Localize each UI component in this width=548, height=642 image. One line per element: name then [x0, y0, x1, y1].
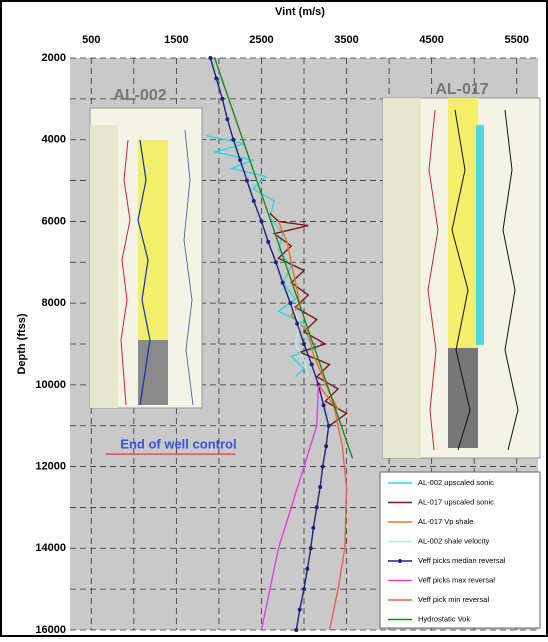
series-marker [251, 199, 256, 203]
series-group [205, 56, 354, 632]
series-marker [305, 566, 310, 571]
series-marker [280, 280, 285, 285]
y-tick-label: 12000 [35, 460, 66, 472]
series-marker [324, 444, 329, 449]
legend-label: Veff picks max reversal [418, 575, 495, 584]
series-marker [318, 485, 323, 489]
series-marker [231, 137, 236, 142]
legend-label: AL-017 Vp shale [418, 517, 473, 526]
series-marker [214, 76, 219, 81]
series-marker [244, 178, 249, 183]
series-marker [297, 607, 302, 612]
inset-al002 [89, 107, 203, 409]
inset-label: AL-017 [435, 81, 488, 98]
y-tick-label: 14000 [35, 542, 66, 554]
inset-al017 [382, 97, 541, 459]
legend-label: AL-002 shale velocity [418, 536, 490, 545]
y-tick-label: 10000 [35, 379, 66, 391]
series-marker [302, 342, 306, 346]
legend-label: Veff pick min reversal [418, 595, 489, 604]
annotation: End of well control [120, 437, 236, 452]
y-axis-title: Depth (ftss) [16, 313, 28, 374]
legend-marker [398, 559, 402, 563]
legend: AL-002 upscaled sonic AL-017 upscaled son… [379, 471, 541, 629]
y-tick-label: 8000 [42, 297, 66, 309]
legend-label: AL-017 upscaled sonic [418, 497, 494, 506]
legend-label: Veff picks median reversal [418, 556, 506, 565]
series-marker [220, 96, 225, 101]
series-marker [259, 219, 264, 224]
series-marker [311, 525, 316, 530]
series-line [290, 302, 309, 377]
series-marker [266, 239, 271, 244]
series-marker [273, 260, 278, 265]
series-marker [308, 546, 313, 551]
series-line [213, 57, 354, 459]
series-marker [208, 56, 213, 60]
x-tick-label: 4500 [419, 34, 443, 46]
y-tick-label: 6000 [42, 215, 66, 227]
series-marker [321, 403, 326, 408]
x-tick-label: 2500 [249, 34, 273, 46]
y-tick-label: 2000 [42, 52, 66, 64]
series-marker [302, 587, 306, 592]
x-tick-label: 500 [82, 34, 100, 46]
legend-label: AL-002 upscaled sonic [418, 478, 494, 487]
series-marker [314, 505, 319, 510]
y-tick-label: 16000 [35, 624, 66, 636]
series-marker [225, 117, 230, 122]
series-marker [288, 301, 293, 306]
series-marker [238, 158, 243, 163]
series-line [269, 212, 348, 427]
x-tick-label: 1500 [164, 34, 188, 46]
series-marker [295, 321, 300, 326]
y-tick-label: 4000 [42, 134, 66, 146]
legend-label: Hydrostatic Vok [418, 614, 470, 623]
series-marker [294, 628, 299, 632]
series-marker [309, 362, 314, 367]
series-line [277, 221, 339, 410]
series-line [260, 384, 320, 631]
inset-label: AL-002 [113, 87, 166, 104]
series-marker [320, 464, 325, 469]
series-marker [326, 423, 331, 428]
x-tick-label: 5500 [504, 34, 528, 46]
x-tick-label: 3500 [334, 34, 358, 46]
x-axis-title: Vint (m/s) [275, 6, 325, 18]
